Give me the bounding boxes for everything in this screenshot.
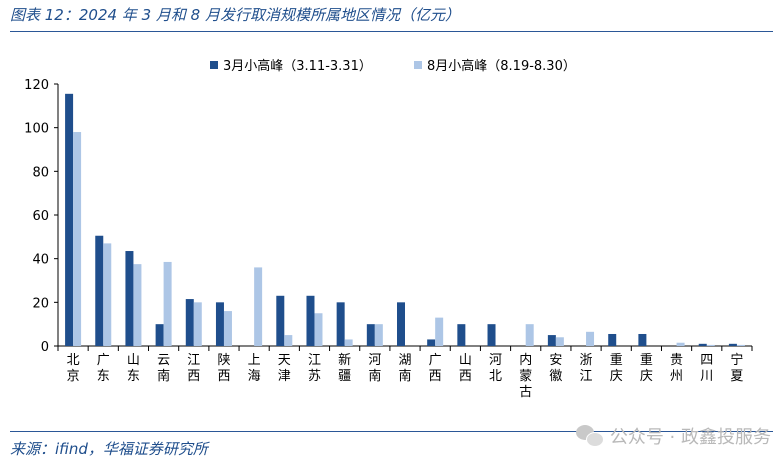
bar-march	[306, 295, 315, 346]
legend-label: 3月小高峰（3.11-3.31）	[223, 58, 372, 74]
bar-march	[427, 339, 436, 346]
bar-march	[698, 343, 707, 346]
bar-august	[133, 264, 142, 347]
figure-title: 图表 12：2024 年 3 月和 8 月发行取消规模所属地区情况（亿元）	[10, 6, 460, 24]
x-category-label: 云南	[157, 353, 170, 384]
x-category-label: 广东	[97, 353, 110, 384]
bar-august	[676, 342, 685, 346]
bar-august	[435, 317, 444, 346]
y-tick-label: 80	[32, 165, 49, 180]
bar-august	[193, 302, 202, 346]
bar-march	[638, 333, 647, 346]
bar-march	[276, 295, 285, 346]
x-category-label: 广西	[429, 353, 442, 384]
bar-august	[525, 324, 534, 346]
bar-march	[185, 299, 194, 346]
bar-march	[95, 235, 104, 346]
x-category-label: 浙江	[580, 353, 593, 384]
bar-march	[728, 343, 737, 346]
x-category-label: 河南	[368, 353, 381, 384]
bar-march	[457, 324, 466, 346]
y-tick-label: 120	[24, 78, 49, 93]
x-category-label: 重庆	[610, 352, 623, 384]
bar-august	[284, 335, 293, 346]
bar-march	[215, 302, 224, 346]
bar-august	[73, 132, 82, 346]
x-category-label: 重庆	[640, 352, 653, 384]
bar-march	[336, 302, 345, 346]
y-tick-label: 60	[32, 209, 49, 224]
x-category-label: 山西	[459, 353, 472, 384]
bar-august	[586, 331, 595, 346]
bar-march	[608, 333, 617, 346]
x-category-label: 湖南	[398, 353, 411, 384]
y-tick-label: 40	[32, 253, 49, 268]
source-divider	[10, 431, 773, 432]
bar-august	[103, 243, 112, 346]
x-category-label: 安徽	[549, 353, 562, 384]
bar-march	[366, 324, 375, 346]
bar-august	[254, 267, 263, 346]
bar-august	[555, 337, 564, 346]
x-category-label: 山东	[127, 353, 140, 384]
legend-swatch	[210, 61, 218, 69]
x-category-label: 天津	[278, 353, 291, 384]
y-tick-label: 0	[41, 340, 49, 355]
watermark: 公众号 · 政鑫投服务	[575, 423, 771, 449]
x-category-label: 河北	[489, 353, 502, 384]
bar-august	[223, 311, 232, 346]
x-category-label: 内蒙古	[519, 352, 532, 400]
watermark-text: 公众号 · 政鑫投服务	[609, 427, 771, 448]
y-tick-label: 20	[32, 296, 49, 311]
bar-march	[487, 324, 496, 346]
x-category-label: 北京	[67, 353, 80, 384]
x-category-label: 宁夏	[730, 352, 743, 384]
x-category-label: 四川	[700, 353, 713, 384]
wechat-icon	[575, 425, 604, 447]
x-category-label: 陕西	[217, 353, 230, 384]
bar-march	[547, 335, 556, 346]
legend-label: 8月小高峰（8.19-8.30）	[427, 58, 576, 74]
x-category-label: 江苏	[308, 353, 321, 384]
bar-march	[397, 302, 405, 346]
bar-august	[314, 313, 323, 346]
bar-august	[163, 261, 172, 346]
bar-august	[344, 339, 353, 346]
x-category-label: 贵州	[670, 353, 683, 384]
figure-source: 来源：ifind，华福证券研究所	[10, 440, 208, 458]
x-category-label: 江西	[187, 353, 200, 384]
x-category-label: 上海	[248, 353, 261, 384]
bar-march	[155, 324, 164, 346]
bar-august	[706, 344, 715, 346]
x-category-label: 新疆	[338, 352, 351, 384]
y-tick-label: 100	[24, 122, 49, 137]
title-divider	[10, 31, 773, 32]
bar-august	[736, 344, 745, 346]
bar-march	[125, 251, 134, 346]
legend-swatch	[414, 61, 422, 69]
bar-august	[374, 324, 383, 346]
bar-march	[65, 93, 74, 346]
